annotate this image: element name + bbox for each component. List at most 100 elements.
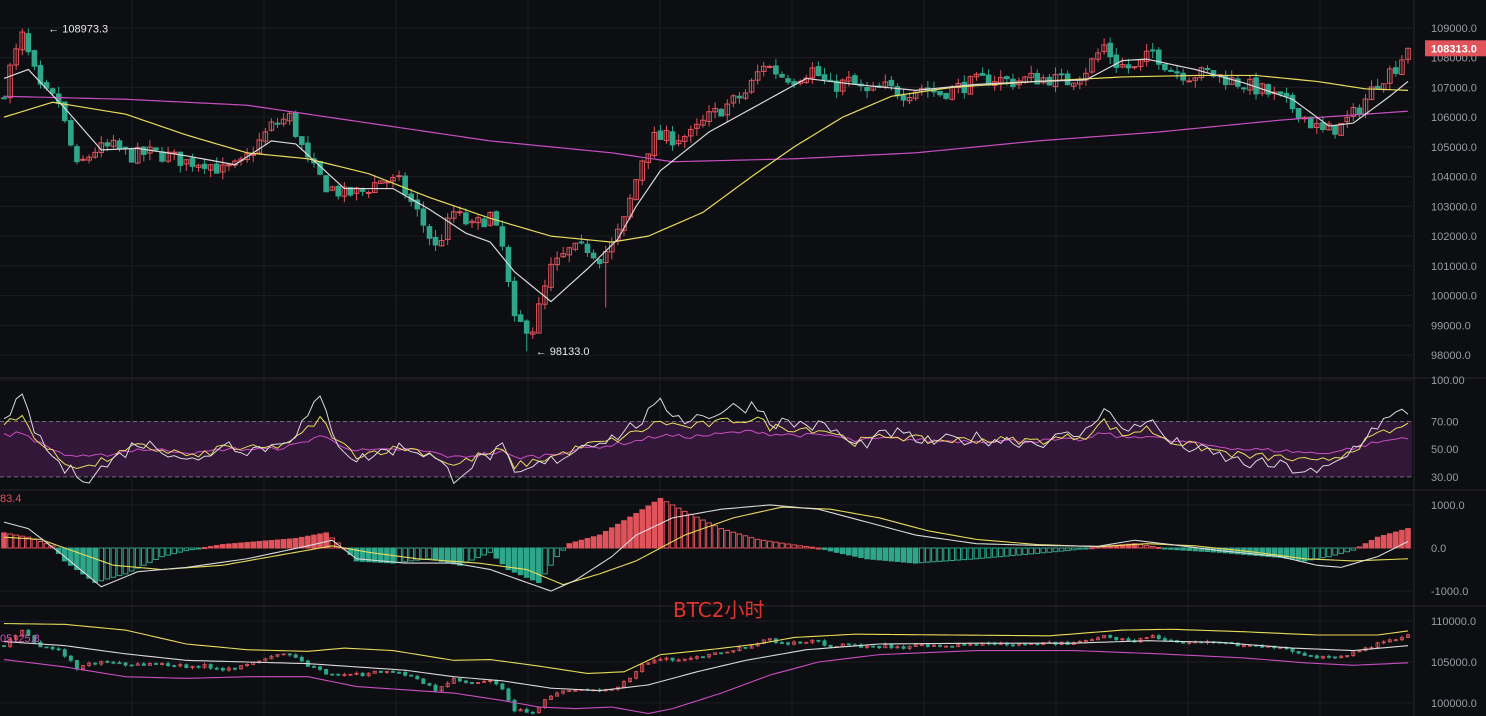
macd-bar-positive bbox=[19, 535, 26, 549]
candle-down bbox=[657, 130, 664, 140]
bollinger-value-label: 05125.8 bbox=[0, 633, 40, 645]
candle-down bbox=[426, 226, 433, 239]
candle-down bbox=[140, 146, 147, 155]
boll-lower-band bbox=[3, 650, 1409, 715]
macd-bar-negative bbox=[554, 547, 560, 558]
boll-candle bbox=[1150, 635, 1155, 639]
candle-up bbox=[809, 67, 816, 79]
price-tick-label: 107000.0 bbox=[1431, 82, 1477, 94]
macd-bar-negative bbox=[1307, 547, 1314, 561]
candle-up bbox=[700, 119, 706, 126]
macd-bar-negative bbox=[1016, 547, 1022, 556]
candle-up bbox=[846, 76, 852, 82]
boll-candle bbox=[658, 658, 663, 661]
boll-candle bbox=[822, 640, 827, 646]
macd-bar-negative bbox=[122, 547, 129, 575]
candle-down bbox=[517, 314, 524, 322]
boll-candle bbox=[652, 659, 657, 664]
candle-down bbox=[1295, 107, 1302, 119]
boll-candle bbox=[50, 646, 55, 650]
macd-bar-negative bbox=[432, 547, 439, 561]
boll-candle bbox=[2, 645, 7, 648]
macd-panel[interactable] bbox=[1, 497, 1411, 592]
macd-bar-negative bbox=[457, 547, 463, 566]
candle-up bbox=[694, 123, 700, 129]
boll-candle bbox=[342, 674, 347, 677]
boll-candle bbox=[962, 643, 967, 646]
candle-down bbox=[323, 175, 329, 193]
candle-down bbox=[773, 65, 779, 75]
candle-down bbox=[523, 320, 530, 334]
last-price-tag[interactable] bbox=[1425, 40, 1486, 57]
candle-up bbox=[688, 128, 694, 137]
boll-candle bbox=[1393, 639, 1398, 642]
boll-candle bbox=[1357, 650, 1362, 653]
macd-bar-negative bbox=[1344, 547, 1351, 553]
boll-candle bbox=[129, 664, 134, 667]
boll-candle bbox=[403, 672, 408, 676]
boll-candle bbox=[451, 678, 456, 684]
candle-up bbox=[384, 181, 390, 184]
boll-candle bbox=[646, 662, 651, 665]
macd-bar-positive bbox=[1131, 543, 1138, 549]
candle-up bbox=[341, 186, 348, 197]
rsi-panel[interactable] bbox=[0, 393, 1412, 485]
candle-up bbox=[651, 131, 658, 157]
boll-candle bbox=[287, 653, 292, 656]
candle-down bbox=[49, 88, 56, 94]
price-tick-label: 99000.0 bbox=[1431, 320, 1471, 332]
macd-bar-positive bbox=[232, 543, 238, 549]
candle-down bbox=[292, 112, 299, 137]
price-axis[interactable]: 109000.0108000.0107000.0106000.0105000.0… bbox=[1425, 23, 1486, 710]
boll-candle bbox=[214, 667, 219, 670]
macd-bar-negative bbox=[1350, 547, 1357, 551]
macd-bar-negative bbox=[1083, 547, 1089, 550]
boll-candle bbox=[798, 641, 803, 644]
candle-up bbox=[675, 140, 682, 145]
candle-up bbox=[560, 253, 566, 258]
macd-bar-negative bbox=[1034, 547, 1041, 554]
macd-bar-negative bbox=[894, 547, 901, 562]
candle-up bbox=[712, 107, 718, 113]
macd-bar-positive bbox=[1156, 546, 1162, 549]
candle-up bbox=[633, 179, 639, 201]
macd-bar-negative bbox=[511, 547, 518, 573]
macd-bar-positive bbox=[627, 516, 633, 549]
candle-down bbox=[1107, 42, 1113, 58]
macd-bar-negative bbox=[991, 547, 998, 558]
boll-candle bbox=[202, 664, 207, 668]
boll-candle bbox=[239, 665, 244, 670]
macd-bar-negative bbox=[134, 547, 141, 569]
macd-bar-negative bbox=[1058, 547, 1065, 552]
bollinger-panel[interactable] bbox=[2, 623, 1411, 715]
boll-candle bbox=[725, 651, 730, 654]
macd-bar-negative bbox=[365, 547, 372, 563]
candle-down bbox=[1393, 67, 1399, 74]
macd-bar-positive bbox=[584, 538, 591, 549]
candle-up bbox=[183, 159, 190, 165]
candle-down bbox=[736, 95, 743, 99]
candle-down bbox=[1156, 49, 1162, 65]
candle-up bbox=[92, 151, 98, 158]
macd-bar-negative bbox=[408, 547, 415, 562]
boll-candle bbox=[810, 639, 815, 643]
boll-candle bbox=[901, 646, 906, 649]
macd-bar-negative bbox=[487, 547, 494, 553]
macd-bar-positive bbox=[1362, 543, 1369, 549]
candle-down bbox=[779, 74, 785, 78]
macd-bar-negative bbox=[523, 547, 530, 578]
boll-candle bbox=[506, 688, 511, 701]
candle-down bbox=[1125, 64, 1132, 69]
boll-candle bbox=[1156, 635, 1161, 639]
boll-candle bbox=[269, 655, 274, 660]
macd-bar-negative bbox=[1295, 547, 1302, 561]
macd-bar-positive bbox=[213, 545, 220, 549]
price-panel[interactable]: ← 108973.3 ← 98133.0 bbox=[1, 24, 1411, 359]
candle-up bbox=[906, 97, 913, 102]
boll-candle bbox=[111, 661, 116, 664]
candle-down bbox=[213, 163, 220, 174]
macd-bar-negative bbox=[1174, 547, 1180, 551]
boll-candle bbox=[1296, 651, 1301, 654]
